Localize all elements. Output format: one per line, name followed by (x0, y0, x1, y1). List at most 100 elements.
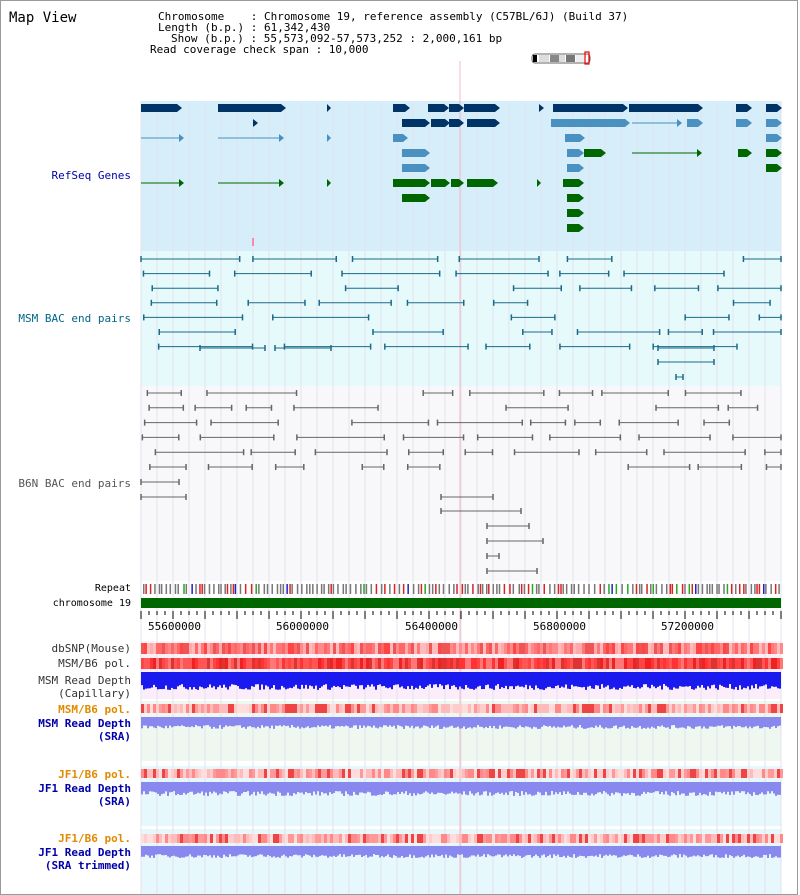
depth-bar (303, 717, 305, 729)
heat-cell (279, 643, 282, 654)
depth-bar (375, 672, 377, 690)
refseq-gene (553, 104, 628, 112)
repeat-element (402, 584, 405, 594)
depth-bar (471, 782, 473, 794)
depth-bar (371, 717, 373, 728)
msm-b6-pol-label[interactable]: MSM/B6 pol. (58, 657, 131, 670)
heat-cell (162, 704, 165, 713)
depth-bar (475, 672, 477, 689)
heat-cell (360, 704, 363, 713)
heat-cell (300, 643, 303, 654)
heat-cell (249, 658, 252, 669)
depth-bar (659, 846, 661, 855)
depth-bar (531, 846, 533, 858)
depth-bar (557, 846, 559, 855)
heat-cell (369, 658, 372, 669)
msm-b6-pol-sra-label[interactable]: MSM/B6 pol. (58, 703, 131, 716)
depth-bar (281, 782, 283, 796)
heat-cell (312, 769, 315, 778)
heat-cell (672, 704, 675, 713)
repeat-element (588, 584, 590, 594)
depth-bar (695, 717, 697, 727)
heat-cell (738, 769, 741, 778)
heat-cell (546, 834, 549, 843)
depth-bar (183, 672, 185, 688)
msm-depth-sra-label[interactable]: MSM Read Depth (SRA) (38, 717, 131, 743)
refseq-genes-label[interactable]: RefSeq Genes (51, 169, 131, 182)
msm-bac-label[interactable]: MSM BAC end pairs (18, 312, 131, 325)
gene-exon (467, 179, 493, 187)
depth-bar (761, 717, 763, 729)
jf1-b6-pol-trimmed-label[interactable]: JF1/B6 pol. (58, 832, 131, 845)
depth-bar (489, 782, 491, 793)
heat-cell (696, 769, 699, 778)
b6n-bac-pair (727, 404, 759, 411)
heat-cell (336, 704, 339, 713)
heat-cell (669, 769, 672, 778)
jf1-b6-pol-label[interactable]: JF1/B6 pol. (58, 768, 131, 781)
heat-cell (378, 769, 381, 778)
msm-depth-capillary-label[interactable]: MSM Read Depth (Capillary) (38, 674, 131, 700)
jf1-depth-trim-label[interactable]: JF1 Read Depth (SRA trimmed) (38, 846, 131, 872)
depth-bar (343, 846, 345, 855)
depth-bar (461, 672, 463, 689)
depth-bar (481, 846, 483, 857)
heat-cell (216, 658, 219, 669)
depth-bar (473, 717, 475, 728)
b6n-bac-label[interactable]: B6N BAC end pairs (18, 477, 131, 490)
repeat-element (730, 584, 733, 594)
heat-cell (600, 658, 603, 669)
heat-cell (603, 704, 606, 713)
depth-bar (393, 782, 395, 795)
heat-cell (537, 704, 540, 713)
depth-bar (369, 782, 371, 793)
depth-bar (327, 672, 329, 690)
gene-exon (393, 134, 403, 142)
depth-bar (773, 782, 775, 794)
heat-cell (276, 769, 279, 778)
heat-cell (735, 643, 738, 654)
heat-cell (573, 769, 576, 778)
depth-bar (707, 717, 709, 729)
heat-cell (417, 704, 420, 713)
depth-bar (397, 717, 399, 726)
heat-cell (462, 643, 465, 654)
heat-cell (522, 658, 525, 669)
depth-bar (157, 846, 159, 855)
depth-bar (761, 672, 763, 687)
depth-bar (217, 782, 219, 796)
heat-cell (420, 658, 423, 669)
depth-bar (585, 717, 587, 729)
jf1-depth-sra-label[interactable]: JF1 Read Depth (SRA) (38, 782, 131, 808)
depth-bar (163, 846, 165, 856)
gene-arrow (677, 119, 682, 127)
heat-cell (411, 643, 414, 654)
heat-cell (351, 658, 354, 669)
b6n-bac-pair (361, 464, 385, 470)
repeat-element (756, 584, 758, 594)
depth-bar (149, 717, 151, 727)
depth-bar (145, 717, 147, 726)
repeat-element (453, 584, 455, 594)
heat-cell (669, 643, 672, 654)
msm-depth-label-line1: MSM Read Depth (38, 674, 131, 687)
depth-bar (209, 672, 211, 685)
heat-cell (537, 834, 540, 843)
heat-cell (183, 834, 186, 843)
depth-bar (735, 717, 737, 728)
depth-bar (605, 672, 607, 687)
b6n-bac-pair (684, 390, 742, 396)
depth-bar (589, 672, 591, 686)
depth-bar (231, 717, 233, 727)
dbsnp-label[interactable]: dbSNP(Mouse) (51, 642, 131, 655)
depth-bar (677, 782, 679, 792)
depth-bar (405, 672, 407, 690)
depth-bar (613, 672, 615, 688)
depth-bar (365, 846, 367, 855)
depth-bar (165, 717, 167, 726)
b6n-bac-pair (663, 449, 746, 456)
b6n-bac-pair (250, 449, 296, 456)
msm-bac-pair (579, 285, 633, 292)
heat-cell (357, 834, 360, 843)
